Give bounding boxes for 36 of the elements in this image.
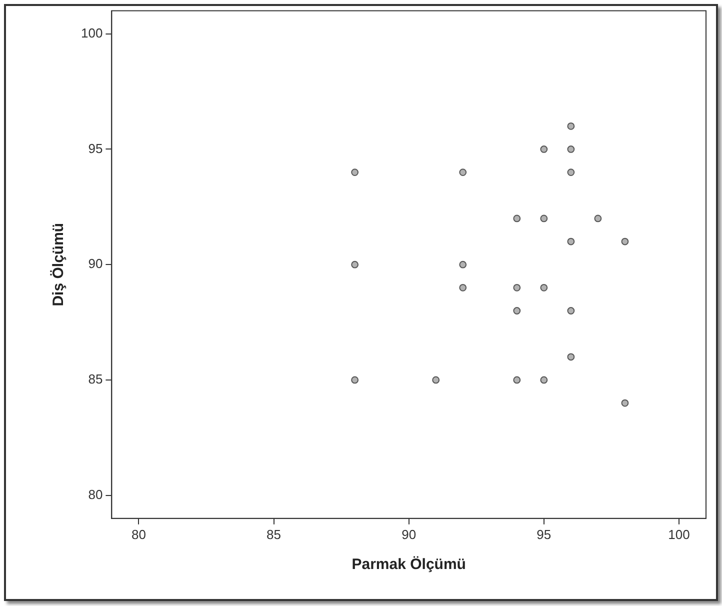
- point: [594, 214, 602, 222]
- x-tick-label: 85: [266, 526, 282, 542]
- point: [459, 284, 467, 292]
- point: [567, 146, 575, 153]
- y-tick-label: 100: [80, 25, 103, 40]
- point: [567, 307, 575, 314]
- point: [459, 260, 467, 268]
- point: [540, 284, 548, 292]
- point: [513, 376, 521, 384]
- point: [540, 376, 548, 384]
- y-tick-label: 85: [88, 372, 103, 387]
- x-tick-label: 90: [402, 526, 416, 542]
- x-axis-title: Parmak Ölçümü: [352, 556, 466, 574]
- point: [621, 399, 629, 407]
- y-axis-title: Diş Ölçümü: [50, 222, 68, 306]
- y-tick-label: 95: [88, 140, 103, 156]
- point: [351, 260, 359, 268]
- point: [459, 168, 467, 176]
- point: [540, 214, 548, 222]
- y-tick-label: 90: [88, 256, 103, 272]
- point: [567, 238, 575, 246]
- x-tick-label: 95: [536, 526, 552, 542]
- point: [513, 284, 521, 292]
- x-tick-label: 80: [131, 526, 146, 542]
- point: [513, 307, 521, 314]
- point: [567, 122, 575, 130]
- point: [351, 376, 359, 384]
- point: [513, 214, 521, 222]
- point: [351, 168, 359, 176]
- point: [540, 146, 548, 153]
- point: [567, 168, 575, 176]
- point: [567, 353, 575, 361]
- x-tick-label: 100: [668, 526, 690, 542]
- point: [432, 376, 440, 384]
- y-tick-label: 80: [88, 486, 103, 502]
- point: [621, 238, 629, 246]
